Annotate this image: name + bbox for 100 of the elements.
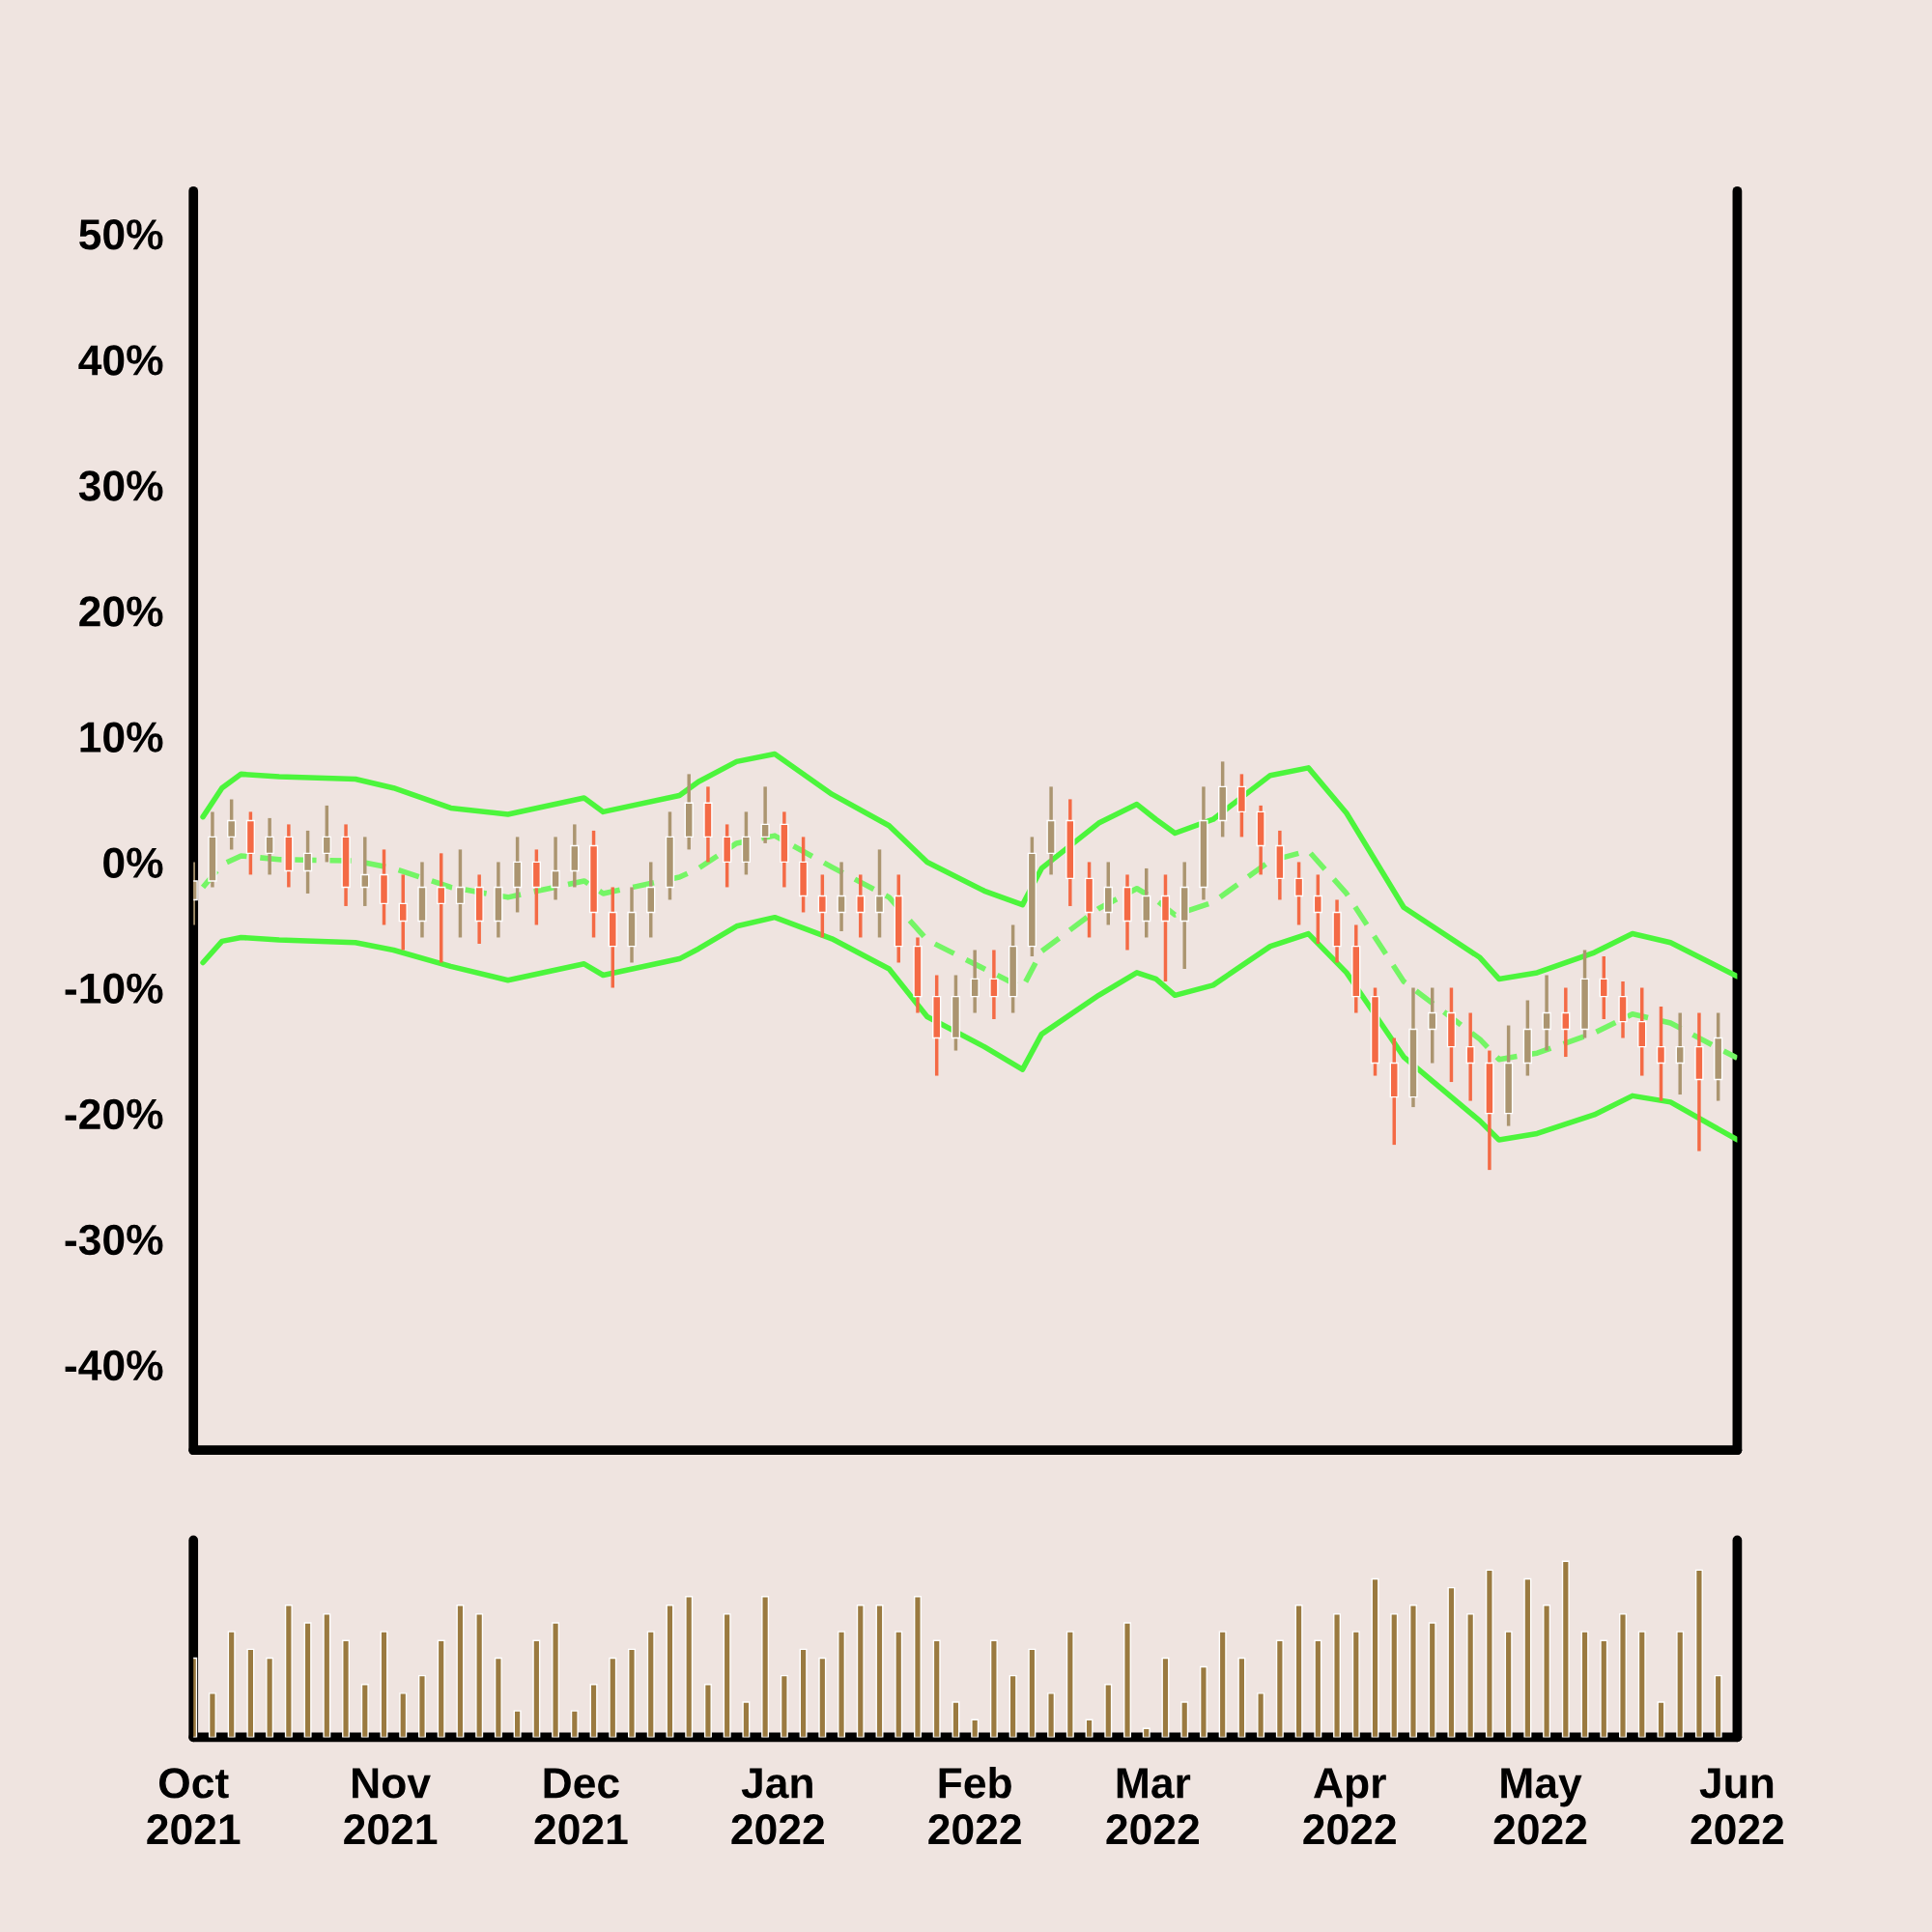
bar: [838, 1631, 846, 1738]
bar: [284, 1605, 293, 1738]
candlestick: [227, 799, 237, 850]
bar: [703, 1684, 712, 1738]
bar: [1714, 1674, 1722, 1738]
candlestick: [360, 837, 370, 906]
candlestick: [970, 950, 980, 1013]
bar: [1218, 1631, 1227, 1738]
candlestick: [551, 837, 560, 900]
bar: [646, 1631, 655, 1738]
y-tick-label: 20%: [79, 596, 163, 627]
bar: [1485, 1569, 1493, 1738]
bar: [399, 1692, 408, 1738]
bar: [570, 1710, 579, 1738]
bar: [323, 1613, 331, 1738]
candlestick: [1293, 862, 1304, 925]
candlestick: [398, 874, 408, 951]
x-tick-label: Feb 2022: [928, 1766, 1021, 1845]
bar: [513, 1710, 522, 1738]
x-tick-label: Jan 2022: [731, 1768, 824, 1845]
bar: [1447, 1586, 1456, 1738]
bar: [475, 1613, 484, 1738]
y-tick-label: 40%: [78, 345, 163, 376]
bar: [1009, 1674, 1017, 1738]
bar: [1390, 1613, 1399, 1738]
bar: [1333, 1613, 1342, 1738]
bar: [856, 1605, 865, 1738]
bar: [1676, 1631, 1685, 1738]
bar: [1085, 1719, 1094, 1738]
bar: [1619, 1613, 1627, 1738]
bar: [227, 1631, 236, 1738]
candlestick: [265, 816, 274, 875]
bar: [1294, 1605, 1303, 1738]
bar: [1123, 1622, 1131, 1738]
bar: [1657, 1701, 1665, 1738]
bar: [1637, 1631, 1646, 1738]
bar: [360, 1684, 369, 1738]
bar: [628, 1648, 636, 1738]
bar: [246, 1648, 255, 1738]
bar: [1694, 1569, 1703, 1738]
bar: [1504, 1631, 1513, 1738]
candlestick: [1428, 987, 1437, 1064]
bar: [952, 1701, 960, 1738]
y-tick-label: -40%: [65, 1350, 163, 1381]
candlestick: [302, 829, 313, 894]
candlestick: [437, 853, 446, 963]
bar: [1580, 1631, 1589, 1738]
bar: [1047, 1692, 1056, 1738]
x-tick-label: Dec 2021: [534, 1768, 628, 1845]
bar: [342, 1639, 351, 1738]
bar: [1314, 1639, 1322, 1738]
candlestick: [837, 862, 846, 931]
candlestick: [874, 849, 885, 938]
bar: [1161, 1657, 1170, 1738]
y-tick-label: 50%: [79, 219, 163, 250]
bar: [913, 1595, 922, 1738]
x-tick-label: Mar 2022: [1106, 1768, 1199, 1845]
bar: [456, 1605, 465, 1738]
bar: [609, 1657, 617, 1738]
x-tick-label: Oct 2021: [147, 1768, 241, 1845]
bar: [1199, 1665, 1208, 1738]
bar: [1408, 1605, 1417, 1738]
bar: [552, 1622, 560, 1738]
bar: [1428, 1622, 1436, 1738]
bar: [1351, 1631, 1360, 1738]
bar: [1523, 1577, 1532, 1738]
bar: [532, 1639, 541, 1738]
candlestick: [1656, 1007, 1666, 1101]
bar: [1065, 1631, 1074, 1738]
candlestick: [1465, 1012, 1475, 1101]
bar: [1466, 1613, 1475, 1738]
x-tick-label: Apr 2022: [1303, 1768, 1396, 1845]
bar: [437, 1639, 445, 1738]
bar: [303, 1622, 312, 1738]
y-tick-label: 0%: [103, 847, 163, 878]
bar: [417, 1674, 426, 1738]
x-tick-label: May 2022: [1493, 1768, 1587, 1845]
bar: [208, 1692, 216, 1738]
bar: [1142, 1727, 1151, 1738]
bar: [666, 1605, 674, 1738]
y-tick-label: -20%: [65, 1098, 163, 1130]
bar: [932, 1639, 941, 1738]
bar: [742, 1701, 751, 1738]
bar: [1561, 1560, 1570, 1738]
bar: [971, 1719, 980, 1738]
candlestick: [760, 786, 770, 843]
bar: [895, 1631, 903, 1738]
bar: [761, 1595, 770, 1738]
candlestick: [989, 950, 999, 1020]
y-tick-label: 10%: [80, 722, 163, 753]
bar: [1028, 1648, 1037, 1738]
bar: [723, 1613, 731, 1738]
bar: [494, 1657, 502, 1738]
candlestick: [1542, 975, 1551, 1051]
candlestick: [1675, 1012, 1685, 1096]
bar: [780, 1674, 788, 1738]
candlestick: [1561, 987, 1571, 1059]
candlestick: [1313, 874, 1322, 944]
bar: [799, 1648, 808, 1738]
bar: [1180, 1701, 1189, 1738]
